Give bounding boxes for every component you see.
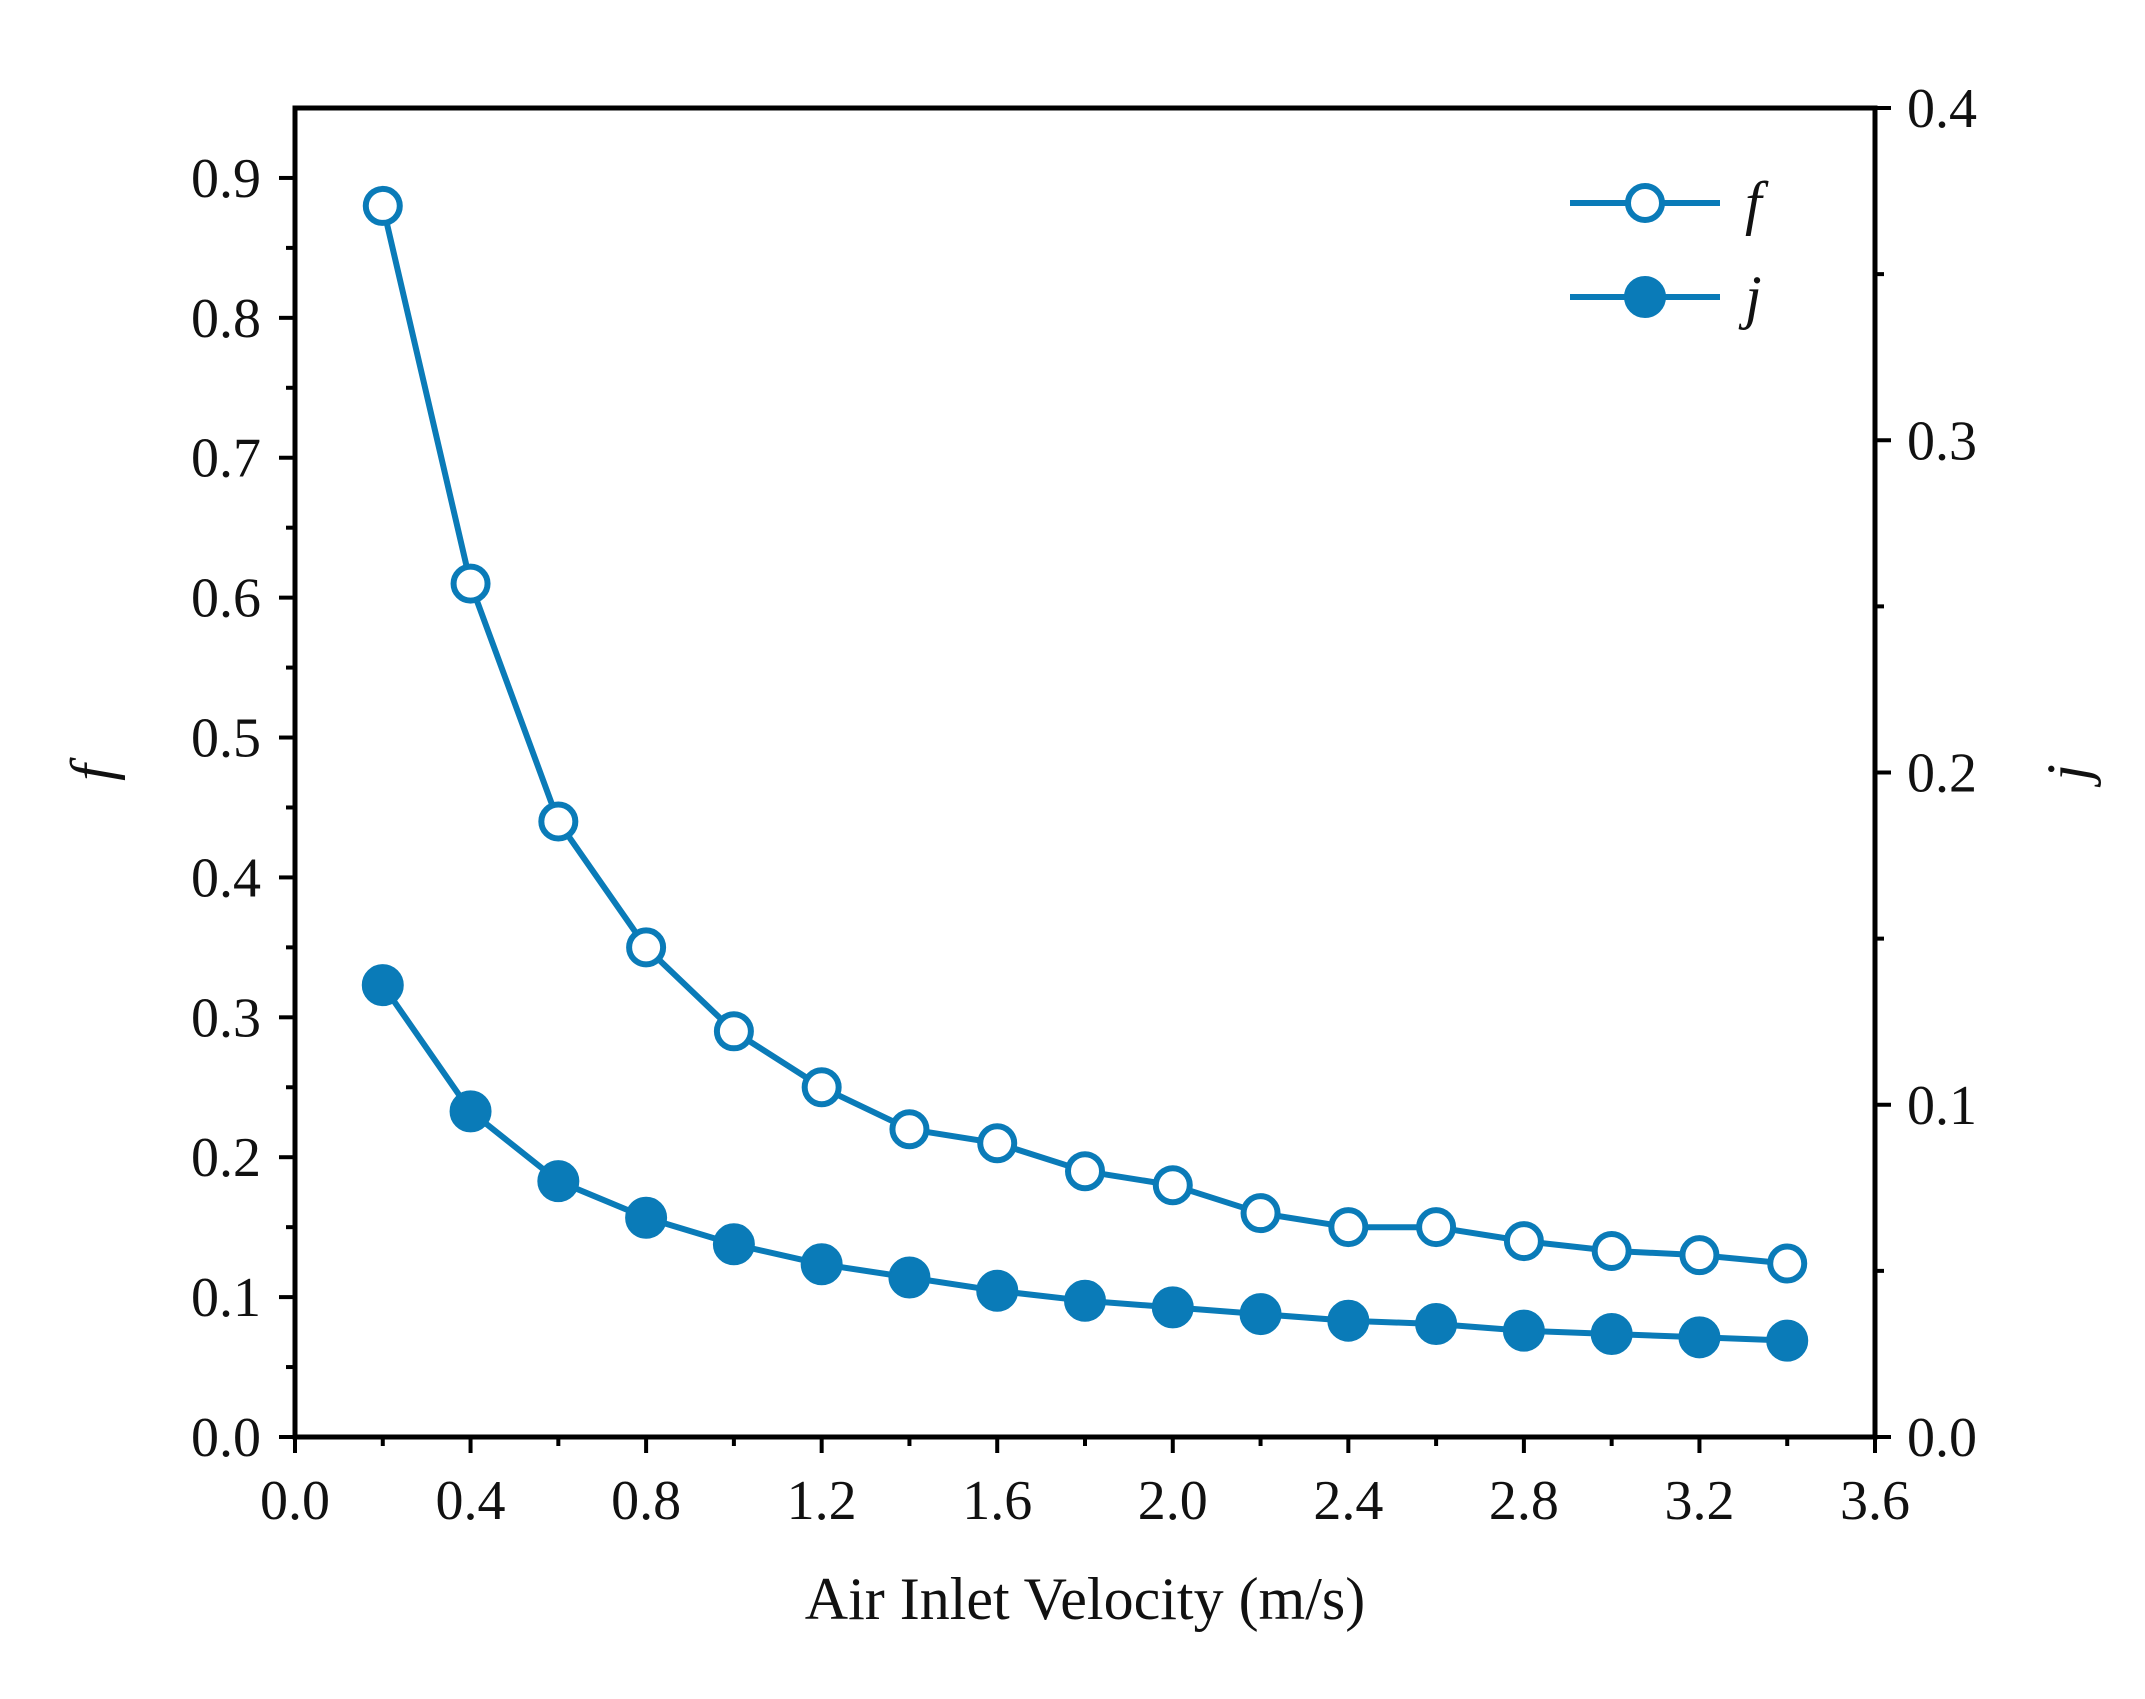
y-left-tick-label: 0.0 xyxy=(191,1407,261,1469)
series-f-point xyxy=(538,801,579,842)
x-axis-title: Air Inlet Velocity (m/s) xyxy=(805,1566,1365,1632)
y-left-tick-label: 0.8 xyxy=(191,288,261,350)
x-tick-label: 1.2 xyxy=(787,1470,857,1532)
x-tick-label: 1.6 xyxy=(962,1470,1032,1532)
series-layer xyxy=(361,185,1809,1362)
y-left-tick-label: 0.6 xyxy=(191,568,261,630)
plot-area-frame xyxy=(292,105,1878,1440)
series-f-point xyxy=(713,1011,754,1052)
series-j-point xyxy=(800,1243,843,1286)
y-right-tick-label: 0.4 xyxy=(1907,78,1977,140)
series-j-point xyxy=(1415,1303,1458,1346)
y-left-tick-label: 0.1 xyxy=(191,1267,261,1329)
series-f-point xyxy=(1065,1151,1105,1192)
series-j-point xyxy=(361,964,404,1007)
series-f-point xyxy=(362,185,403,226)
series-f-point xyxy=(1767,1243,1808,1284)
x-tick-label: 0.8 xyxy=(611,1470,681,1532)
series-j-point xyxy=(1239,1293,1282,1336)
series-f-point xyxy=(801,1067,842,1108)
y-left-tick-label: 0.4 xyxy=(191,847,261,909)
y-left-tick-label: 0.9 xyxy=(191,148,261,210)
series-f-point xyxy=(450,563,491,604)
series-j-point xyxy=(1064,1279,1106,1322)
series-j-point xyxy=(1327,1299,1370,1342)
ticks-layer: 0.0 0.4 0.8 1.2 1.6 2.0 2.4 2.8 3.2 3.60.00.10.20… xyxy=(191,78,1977,1532)
series-j-point xyxy=(449,1090,492,1133)
y-left-tick-label: 0.7 xyxy=(191,428,261,490)
y-right-tick-label: 0.3 xyxy=(1907,410,1977,472)
series-f-point xyxy=(1328,1207,1369,1248)
series-f-point xyxy=(1240,1193,1281,1234)
x-tick-label: 0.4 xyxy=(436,1470,506,1532)
y-right-tick-label: 0.2 xyxy=(1907,743,1977,805)
series-j-point xyxy=(1678,1316,1721,1359)
series-j-point xyxy=(976,1269,1019,1312)
y-right-tick-label: 0.1 xyxy=(1907,1075,1977,1137)
series-f-point xyxy=(1591,1230,1632,1271)
y-left-tick-label: 0.5 xyxy=(191,708,261,770)
series-j-point xyxy=(537,1160,580,1203)
y-left-tick-label: 0.2 xyxy=(191,1127,261,1189)
x-tick-label: 3.2 xyxy=(1664,1470,1734,1532)
series-f-point xyxy=(889,1109,930,1150)
series-j-point xyxy=(888,1256,931,1299)
series-f-point xyxy=(626,927,667,968)
legend-f-marker xyxy=(1625,183,1665,223)
legend-j-marker xyxy=(1624,276,1666,318)
series-j-point xyxy=(1502,1309,1545,1352)
x-tick-label: 3.6 xyxy=(1840,1470,1910,1532)
series-f-point xyxy=(1152,1165,1193,1206)
series-j-point xyxy=(1766,1319,1809,1362)
x-tick-label: 2.8 xyxy=(1489,1470,1559,1532)
series-f-point xyxy=(1503,1221,1544,1262)
series-f-point xyxy=(1679,1235,1720,1276)
series-j-point xyxy=(1151,1286,1194,1329)
y-left-tick-label: 0.3 xyxy=(191,987,261,1049)
series-f-point xyxy=(977,1123,1018,1164)
x-tick-label: 0.0 xyxy=(260,1470,330,1532)
series-j-point xyxy=(625,1196,668,1239)
series-f-point xyxy=(1416,1207,1457,1248)
x-tick-label: 2.4 xyxy=(1313,1470,1383,1532)
y-right-tick-label: 0.0 xyxy=(1907,1407,1977,1469)
x-tick-label: 2.0 xyxy=(1138,1470,1208,1532)
series-j-point xyxy=(712,1223,755,1266)
series-j-point xyxy=(1590,1313,1633,1356)
